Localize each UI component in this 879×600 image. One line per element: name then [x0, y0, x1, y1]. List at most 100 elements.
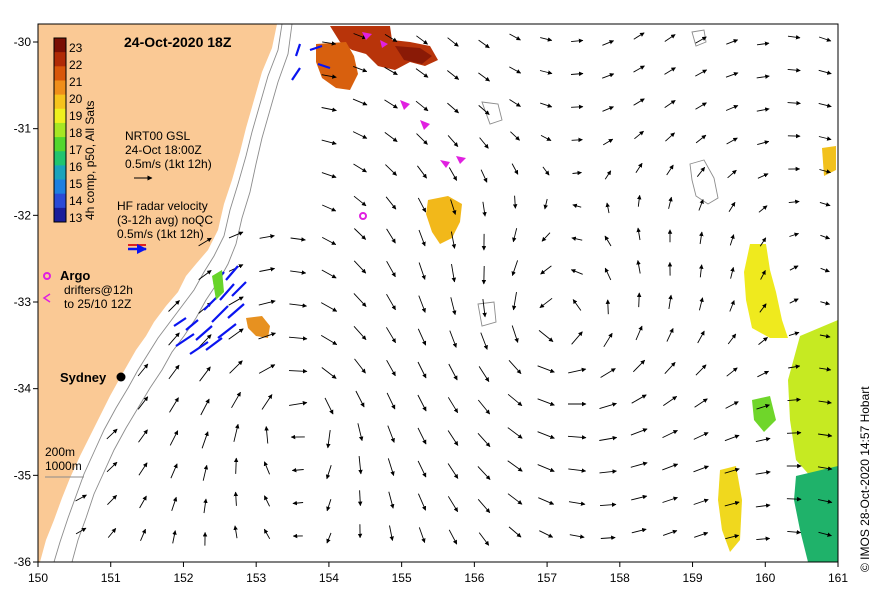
current-vector: [290, 237, 306, 242]
current-vector: [787, 67, 801, 73]
current-vector: [511, 292, 517, 311]
current-vector: [725, 534, 740, 540]
current-vector: [636, 227, 641, 241]
current-vector: [759, 303, 767, 313]
x-tick-label: 152: [173, 571, 193, 585]
current-vector: [605, 299, 611, 315]
current-vector: [291, 467, 304, 473]
current-vector: [448, 363, 458, 381]
colorbar-swatch: [54, 66, 66, 81]
current-vector: [728, 201, 736, 213]
current-vector: [477, 466, 491, 480]
current-vector: [662, 463, 679, 471]
current-vector: [568, 501, 586, 506]
current-vector: [789, 232, 800, 237]
imos-credit: © IMOS 28-Oct-2020 14:57 Hobart: [858, 386, 872, 572]
hf-legend-line1: HF radar velocity: [117, 199, 208, 213]
current-vector: [631, 527, 647, 534]
current-vector: [725, 105, 739, 111]
colorbar-tick-label: 21: [69, 75, 83, 89]
current-vector: [263, 528, 271, 540]
current-vector: [415, 100, 429, 112]
current-vector: [631, 494, 648, 501]
colorbar-swatch: [54, 52, 66, 67]
current-vector: [353, 65, 368, 73]
current-vector: [664, 34, 676, 42]
y-tick-label: -34: [14, 382, 32, 396]
current-vector: [724, 500, 740, 507]
current-vector: [693, 465, 709, 473]
current-vector: [478, 366, 490, 382]
drifter-marker: [440, 160, 450, 168]
current-vector: [228, 231, 244, 239]
current-vector: [599, 502, 617, 507]
colorbar-swatch: [54, 165, 66, 181]
y-tick-label: -32: [14, 208, 32, 222]
current-vector: [512, 228, 518, 243]
sst-patch-east-scatter: [752, 396, 776, 432]
y-tick-label: -33: [14, 295, 32, 309]
current-vector: [169, 397, 179, 413]
current-vector: [385, 164, 397, 176]
current-vector: [572, 203, 582, 209]
current-vector: [725, 72, 739, 78]
current-vector: [200, 398, 210, 416]
current-vector: [479, 137, 489, 149]
current-vector: [602, 73, 615, 79]
current-vector: [199, 366, 211, 382]
current-vector: [353, 325, 367, 341]
current-vector: [321, 107, 337, 112]
y-axis: -30 -31 -32 -33 -34 -35 -36: [14, 35, 38, 569]
colorbar-tick-label: 23: [69, 41, 83, 55]
current-vector: [508, 526, 522, 538]
x-tick-label: 156: [464, 571, 484, 585]
colorbar-tick-label: 19: [69, 109, 83, 123]
current-vector: [106, 428, 118, 440]
current-vector: [418, 527, 426, 544]
colorbar-swatch: [54, 151, 66, 166]
current-vector: [264, 426, 269, 444]
current-vector: [570, 71, 584, 77]
current-vector: [755, 470, 771, 475]
current-vector: [288, 336, 308, 341]
current-vector: [417, 427, 427, 445]
colorbar-swatch: [54, 179, 66, 195]
current-vector: [385, 196, 397, 210]
current-vector: [729, 234, 735, 246]
hf-vector: [189, 341, 209, 355]
current-vector: [289, 303, 308, 308]
current-vector: [355, 390, 365, 408]
current-vector: [354, 358, 366, 374]
current-vector: [321, 367, 337, 379]
y-tick-label: -36: [14, 555, 32, 569]
current-vector: [447, 496, 459, 513]
current-vector: [571, 331, 583, 345]
x-tick-label: 150: [28, 571, 48, 585]
current-vector: [138, 429, 148, 443]
current-vector: [725, 401, 739, 409]
current-vector: [322, 41, 337, 46]
current-vector: [537, 431, 555, 439]
current-vector: [540, 37, 553, 42]
current-vector: [662, 496, 678, 503]
current-vector: [820, 267, 830, 273]
current-vector: [357, 490, 363, 507]
hf-vector: [195, 325, 213, 341]
current-vector: [568, 367, 587, 374]
current-vector: [509, 99, 521, 107]
current-vector: [171, 496, 178, 511]
current-vector: [324, 397, 334, 415]
current-vector: [233, 423, 240, 442]
current-vector: [568, 468, 587, 473]
current-vector: [417, 394, 427, 412]
map-title: 24-Oct-2020 18Z: [124, 34, 232, 50]
current-vector: [599, 469, 617, 474]
current-vector: [818, 136, 832, 141]
current-vector: [663, 396, 678, 406]
current-vector: [478, 72, 490, 82]
current-vector: [75, 527, 87, 535]
current-vector: [228, 296, 244, 306]
current-vector: [511, 163, 519, 175]
current-vector: [571, 38, 584, 44]
